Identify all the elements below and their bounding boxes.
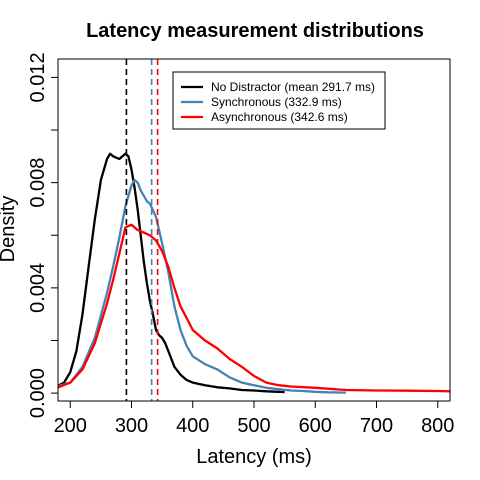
x-axis-label: Latency (ms) <box>196 446 312 468</box>
x-tick-label: 600 <box>299 415 332 437</box>
x-tick-label: 200 <box>54 415 87 437</box>
series-line-2 <box>58 178 346 394</box>
x-tick-label: 800 <box>421 415 454 437</box>
y-tick-label: 0.008 <box>27 158 49 208</box>
x-axis: 200 300 400 500 600 700 800 <box>54 401 454 437</box>
legend-box <box>172 71 386 130</box>
x-tick-label: 700 <box>360 415 393 437</box>
y-tick-label: 0.000 <box>27 368 49 418</box>
y-tick-label: 0.004 <box>27 263 49 313</box>
y-axis-label: Density <box>0 196 19 263</box>
legend-entry-2: Synchronous (332.9 ms) <box>211 95 342 109</box>
x-tick-label: 500 <box>237 415 270 437</box>
legend-entry-3: Asynchronous (342.6 ms) <box>211 110 348 124</box>
legend: No Distractor (mean 291.7 ms)Synchronous… <box>172 71 386 130</box>
series-line-3 <box>58 223 450 393</box>
chart-title: Latency measurement distributions <box>86 20 424 42</box>
x-tick-label: 400 <box>176 415 209 437</box>
plot-content <box>58 59 450 401</box>
series-line-1 <box>58 152 285 394</box>
x-tick-label: 300 <box>115 415 148 437</box>
legend-entry-1: No Distractor (mean 291.7 ms) <box>211 80 375 94</box>
y-axis: 0.000 0.004 0.008 0.012 <box>27 52 58 418</box>
y-tick-label: 0.012 <box>27 52 49 102</box>
